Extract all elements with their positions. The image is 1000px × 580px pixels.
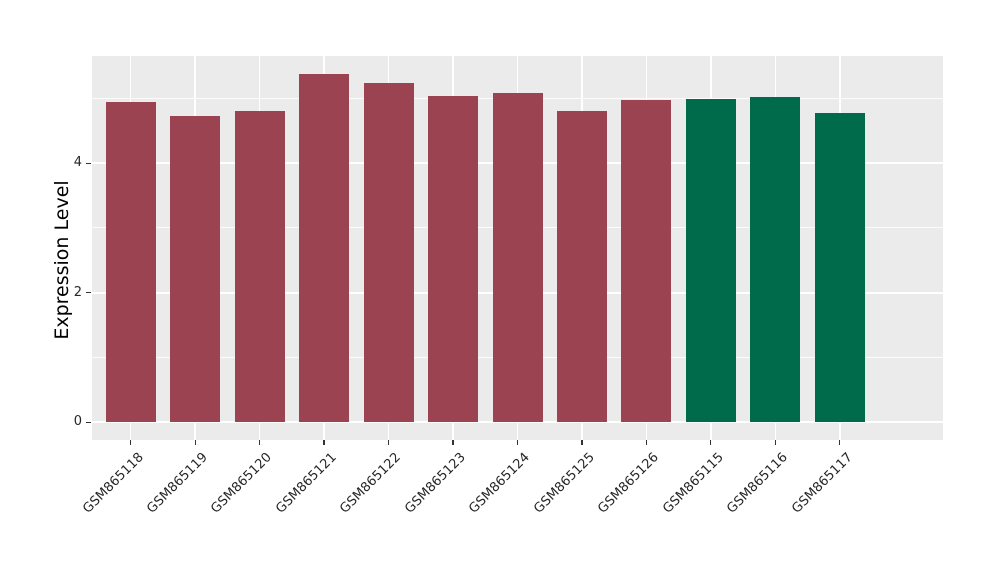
x-tick-label: GSM865120: [208, 450, 276, 517]
y-tick-mark: [86, 421, 91, 424]
x-tick-label: GSM865115: [659, 450, 727, 517]
y-tick-label: 0: [73, 414, 82, 430]
x-tick-mark: [839, 440, 841, 445]
x-tick-label: GSM865121: [273, 450, 340, 517]
x-tick-label: GSM865123: [402, 450, 469, 517]
x-tick-label: GSM865122: [337, 450, 405, 517]
x-tick-mark: [774, 440, 776, 445]
x-tick-mark: [581, 440, 583, 445]
x-tick-mark: [194, 440, 196, 445]
x-tick-mark: [387, 440, 390, 445]
x-tick-label: GSM865116: [724, 450, 791, 517]
x-tick-label: GSM865119: [144, 450, 211, 517]
x-tick-label: GSM865125: [531, 450, 598, 517]
x-tick-mark: [259, 440, 261, 445]
x-tick-mark: [710, 440, 712, 445]
x-tick-label: GSM865126: [595, 450, 663, 517]
plot-panel: [92, 56, 943, 440]
y-axis-title: Expression Level: [51, 180, 73, 340]
x-tick-mark: [130, 440, 132, 445]
y-tick-label: 4: [73, 155, 82, 171]
x-tick-mark: [645, 440, 648, 445]
x-tick-mark: [323, 440, 325, 445]
x-tick-mark: [516, 440, 519, 445]
x-tick-label: GSM865118: [79, 450, 147, 517]
x-tick-mark: [452, 440, 454, 445]
y-tick-mark: [86, 292, 91, 294]
x-tick-label: GSM865124: [466, 450, 534, 517]
y-tick-mark: [86, 162, 91, 164]
x-tick-label: GSM865117: [788, 450, 856, 517]
